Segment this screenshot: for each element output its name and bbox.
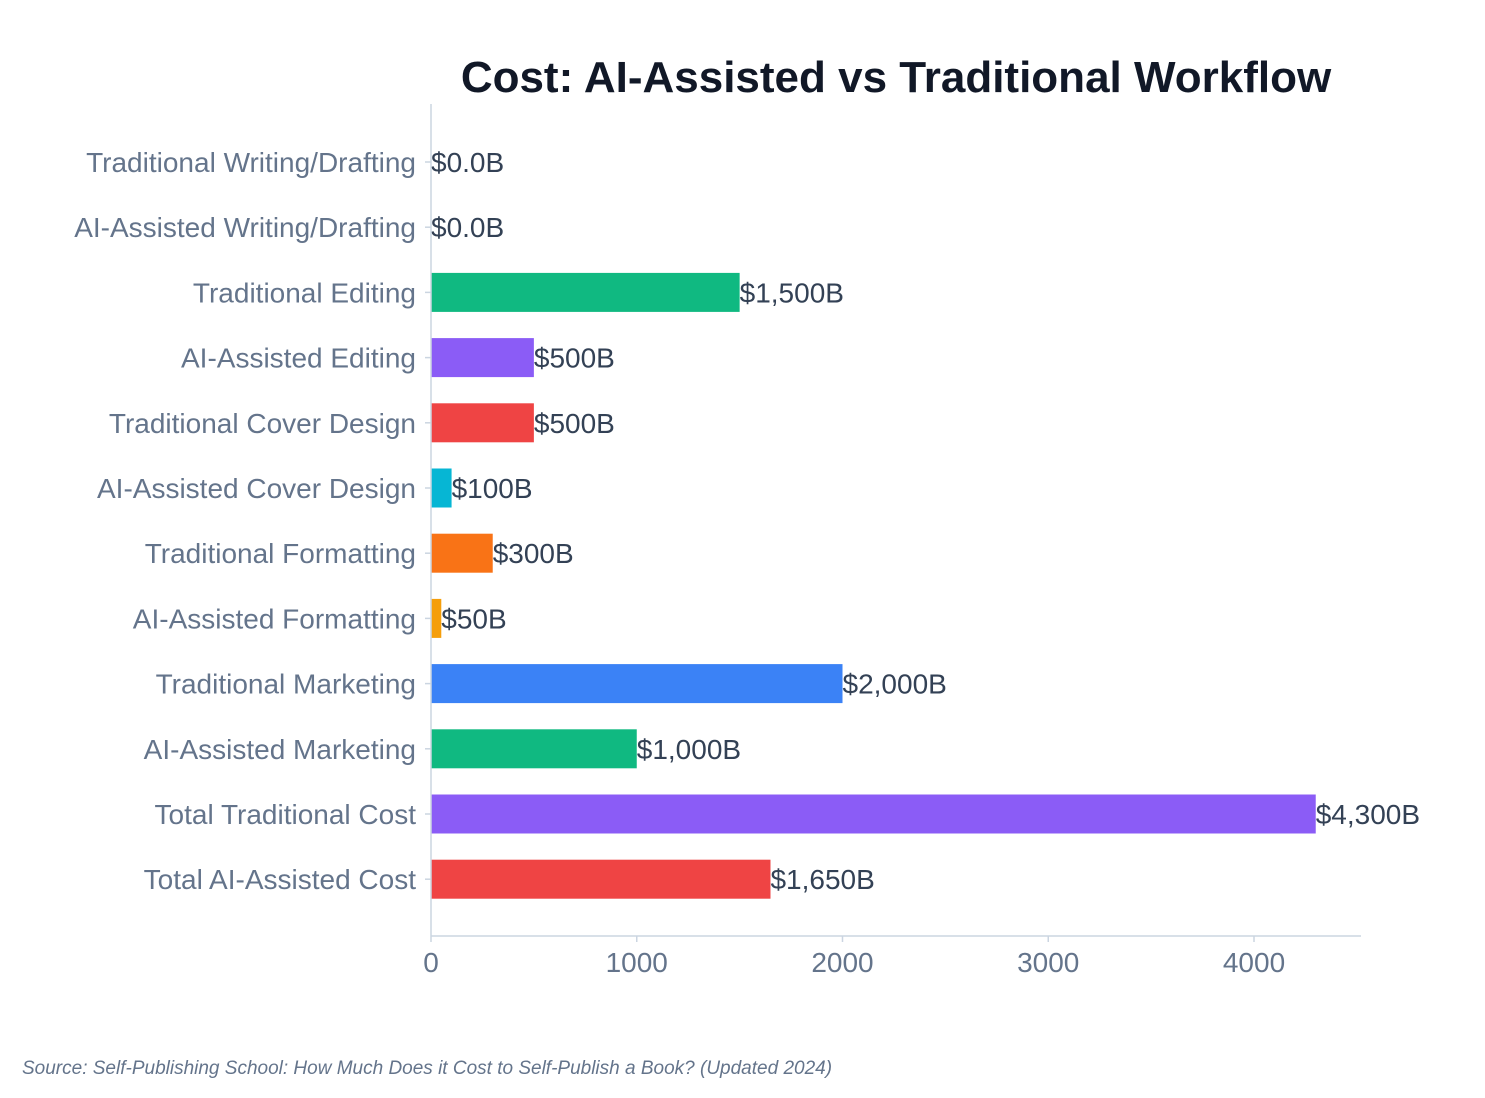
data-label: $4,300B bbox=[1316, 799, 1420, 830]
category-label: Total AI-Assisted Cost bbox=[144, 864, 417, 895]
bar bbox=[431, 533, 493, 573]
x-tick-label: 0 bbox=[423, 947, 439, 978]
bar bbox=[431, 272, 740, 312]
bar bbox=[431, 664, 843, 704]
x-tick-label: 3000 bbox=[1017, 947, 1079, 978]
data-label: $0.0B bbox=[431, 147, 504, 178]
data-label: $1,000B bbox=[637, 734, 741, 765]
x-tick-label: 4000 bbox=[1223, 947, 1285, 978]
source-note: Source: Self-Publishing School: How Much… bbox=[22, 1058, 833, 1079]
data-label: $100B bbox=[452, 473, 533, 504]
bar bbox=[431, 468, 452, 508]
category-label: Traditional Marketing bbox=[156, 669, 416, 700]
category-label: Traditional Writing/Drafting bbox=[86, 147, 416, 178]
data-label: $300B bbox=[493, 538, 574, 569]
data-label: $50B bbox=[441, 603, 506, 634]
x-tick-label: 1000 bbox=[606, 947, 668, 978]
bar bbox=[431, 598, 442, 638]
bars-group: $0.0B $0.0B $1,500B $500B $500B $100B $300B $50… bbox=[431, 147, 1420, 899]
bar bbox=[431, 403, 534, 443]
category-label: AI-Assisted Formatting bbox=[133, 603, 416, 634]
bar bbox=[431, 338, 534, 378]
data-label: $500B bbox=[534, 408, 615, 439]
category-label: AI-Assisted Editing bbox=[181, 343, 416, 374]
data-label: $500B bbox=[534, 343, 615, 374]
category-label: Traditional Editing bbox=[193, 277, 416, 308]
bar bbox=[431, 794, 1316, 834]
category-label: Traditional Cover Design bbox=[109, 408, 416, 439]
data-label: $2,000B bbox=[843, 669, 947, 700]
data-label: $1,650B bbox=[770, 864, 874, 895]
category-label: AI-Assisted Cover Design bbox=[97, 473, 416, 504]
bar bbox=[431, 729, 637, 769]
data-label: $1,500B bbox=[740, 277, 844, 308]
axes-group: Traditional Writing/Drafting AI-Assisted … bbox=[74, 104, 1361, 978]
category-label: Total Traditional Cost bbox=[155, 799, 417, 830]
chart-title: Cost: AI-Assisted vs Traditional Workflo… bbox=[461, 53, 1332, 102]
x-tick-label: 2000 bbox=[811, 947, 873, 978]
data-label: $0.0B bbox=[431, 212, 504, 243]
category-label: AI-Assisted Writing/Drafting bbox=[74, 212, 416, 243]
category-label: AI-Assisted Marketing bbox=[144, 734, 416, 765]
category-label: Traditional Formatting bbox=[145, 538, 416, 569]
bar bbox=[431, 859, 771, 899]
